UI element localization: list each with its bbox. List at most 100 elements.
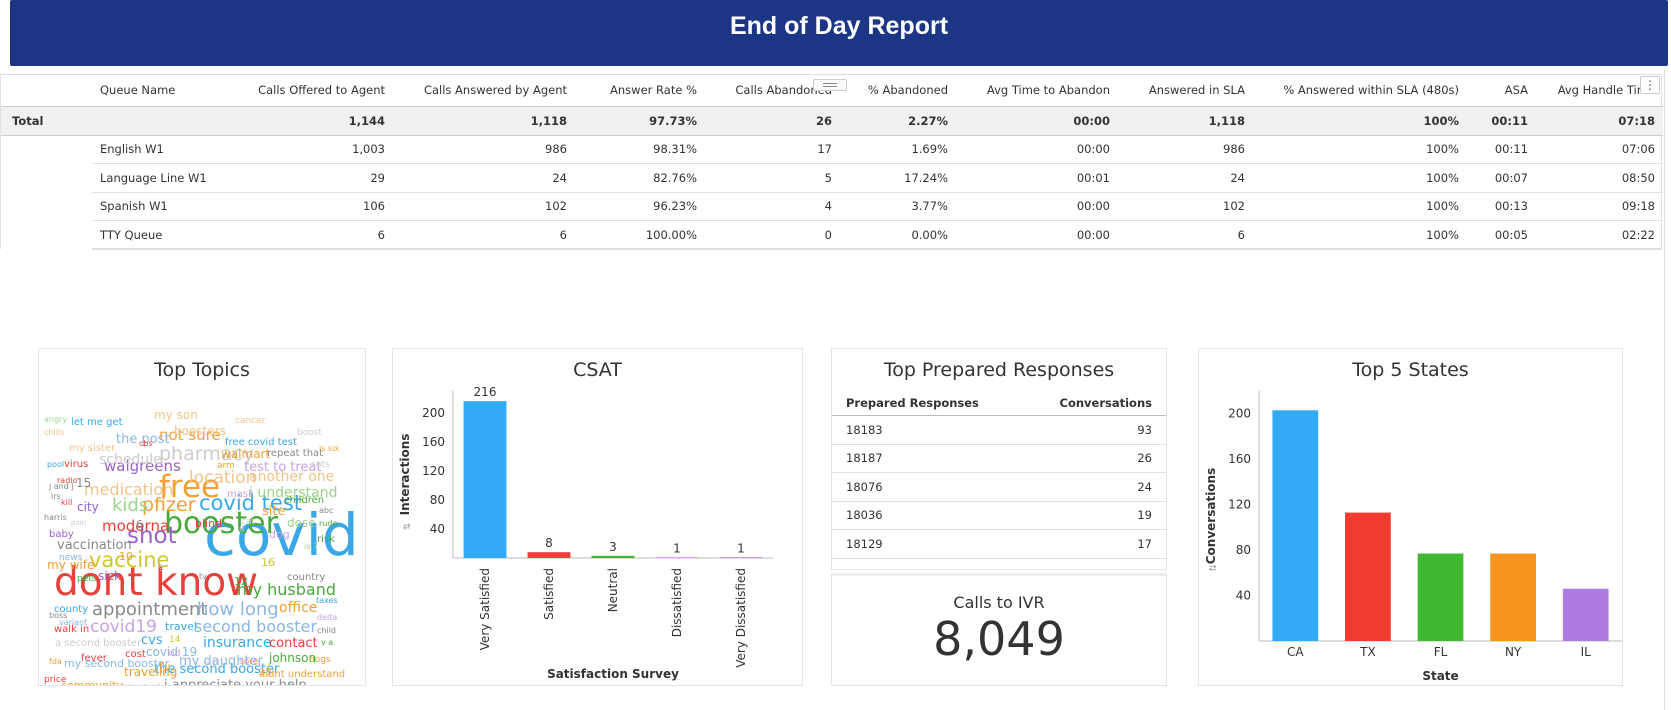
topic-word: let me get bbox=[71, 417, 123, 428]
topic-word: community bbox=[61, 679, 124, 685]
column-header[interactable]: Calls Answered by Agent bbox=[393, 75, 575, 107]
calls-to-ivr-card: Calls to IVR 8,049 bbox=[831, 573, 1167, 686]
topic-word: repeat that bbox=[267, 448, 323, 459]
topic-word: price bbox=[44, 675, 67, 685]
column-header[interactable]: Calls Offered to Agent bbox=[242, 75, 393, 107]
bar-value-label: 216 bbox=[474, 385, 497, 399]
topic-word: flu bbox=[159, 662, 170, 672]
table-cell: 00:00 bbox=[956, 135, 1118, 164]
topic-word: 12 bbox=[234, 575, 248, 588]
table-cell bbox=[1, 192, 92, 221]
y-axis-title: Interactions bbox=[398, 434, 412, 516]
column-header[interactable]: % Abandoned bbox=[840, 75, 956, 107]
column-header[interactable]: Answered in SLA bbox=[1118, 75, 1253, 107]
table-cell: 100% bbox=[1253, 192, 1467, 221]
topic-word: harris bbox=[44, 513, 67, 522]
topic-word: children bbox=[284, 495, 324, 506]
table-cell: 00:11 bbox=[1467, 135, 1536, 164]
table-cell: 02:22 bbox=[1536, 220, 1663, 250]
table-cell bbox=[1, 220, 92, 249]
response-id: 18036 bbox=[846, 508, 883, 523]
table-cell: 986 bbox=[1118, 135, 1253, 164]
table-cell: 100% bbox=[1253, 135, 1467, 164]
topic-word: location bbox=[189, 468, 256, 488]
table-cell: 00:13 bbox=[1467, 192, 1536, 221]
queue-name-cell: English W1 bbox=[92, 135, 242, 164]
table-cell: 102 bbox=[1118, 192, 1253, 221]
queue-name-cell: Language Line W1 bbox=[92, 163, 242, 193]
topic-word: second booster bbox=[194, 617, 317, 636]
column-header[interactable]: ASA bbox=[1467, 75, 1536, 107]
topic-word: cats bbox=[311, 460, 330, 470]
table-cell: 100% bbox=[1253, 163, 1467, 193]
table-cell: 106 bbox=[242, 192, 393, 221]
table-cell: 97.73% bbox=[575, 106, 705, 136]
bar bbox=[591, 555, 635, 558]
bar bbox=[1417, 553, 1464, 641]
table-menu-button[interactable]: ⋮ bbox=[1640, 76, 1660, 94]
column-header[interactable]: Avg Time to Abandon bbox=[956, 75, 1118, 107]
topic-word: free bbox=[159, 469, 220, 505]
topic-word: dogs bbox=[309, 655, 331, 665]
topic-word: city bbox=[77, 500, 99, 514]
topic-word: fda bbox=[49, 657, 62, 666]
table-cell: 26 bbox=[705, 106, 840, 136]
table-cell: 6 bbox=[242, 220, 393, 250]
table-cell: 100.00% bbox=[575, 220, 705, 250]
response-count: 26 bbox=[1137, 451, 1152, 466]
topic-word: sore bbox=[239, 657, 259, 667]
topic-word: j and j bbox=[48, 482, 74, 491]
topic-word: covid test bbox=[199, 491, 302, 515]
table-cell: 6 bbox=[393, 220, 575, 250]
y-axis-title: Conversations bbox=[1204, 468, 1218, 565]
report-header: End of Day Report bbox=[10, 0, 1668, 66]
column-header[interactable]: % Answered within SLA (480s) bbox=[1253, 75, 1467, 107]
x-tick-label: Satisfied bbox=[542, 568, 556, 620]
y-tick-label: 40 bbox=[430, 522, 445, 536]
table-cell: 00:00 bbox=[956, 106, 1118, 136]
topic-word: boss bbox=[49, 611, 67, 620]
topic-word: risk bbox=[317, 534, 335, 545]
table-cell: 100% bbox=[1253, 220, 1467, 250]
topic-word: abc bbox=[319, 506, 333, 515]
prepared-responses-title: Top Prepared Responses bbox=[883, 359, 1115, 381]
topic-word: mask bbox=[227, 489, 254, 500]
topic-word: boost bbox=[297, 428, 322, 438]
topic-word: 16 bbox=[261, 556, 275, 569]
table-cell: 1,144 bbox=[242, 106, 393, 136]
y-tick-label: 160 bbox=[1228, 452, 1251, 466]
x-tick-label: Very Dissatisfied bbox=[734, 568, 748, 668]
x-tick-label: Neutral bbox=[606, 568, 620, 612]
topic-word: dont know bbox=[54, 560, 258, 605]
topic-word: my husband bbox=[237, 580, 336, 599]
table-row: English W1 1,003 986 98.31% 17 1.69% 00:00 986 1… bbox=[1, 135, 1663, 164]
topic-word: site bbox=[262, 504, 285, 519]
topic-word: my daughter bbox=[179, 654, 264, 669]
y-tick-label: 40 bbox=[1236, 589, 1251, 603]
table-cell: 5 bbox=[705, 163, 840, 193]
topic-word: 13 bbox=[259, 667, 272, 678]
topic-word: booster bbox=[164, 506, 279, 541]
topic-word: cbs bbox=[139, 439, 153, 448]
queue-table: Queue Name Calls Offered to Agent Calls An… bbox=[0, 74, 1663, 250]
column-resize-handle[interactable] bbox=[813, 79, 847, 91]
topic-word: i appreciate your help bbox=[164, 678, 307, 685]
prepared-responses-table: Prepared Responses Conversations 18183 93… bbox=[832, 391, 1166, 559]
table-cell: 82.76% bbox=[575, 163, 705, 193]
y-tick-label: 200 bbox=[1228, 407, 1251, 421]
table-cell: 0 bbox=[705, 220, 840, 250]
column-header[interactable]: Queue Name bbox=[92, 75, 242, 107]
topic-word: child bbox=[317, 626, 336, 635]
y-tick-label: 80 bbox=[1236, 543, 1251, 557]
topic-word: 10 bbox=[119, 550, 133, 563]
table-cell: 1,118 bbox=[1118, 106, 1253, 136]
column-header[interactable]: Answer Rate % bbox=[575, 75, 705, 107]
bar bbox=[1345, 512, 1391, 641]
x-axis-title: Satisfaction Survey bbox=[547, 667, 679, 681]
table-cell bbox=[1, 135, 92, 164]
x-axis-title: State bbox=[1422, 669, 1458, 683]
topic-word: my son bbox=[154, 408, 198, 422]
bar bbox=[1272, 410, 1319, 641]
prepared-responses-panel: Top Prepared Responses Prepared Response… bbox=[831, 348, 1167, 570]
column-header[interactable] bbox=[1, 75, 92, 107]
